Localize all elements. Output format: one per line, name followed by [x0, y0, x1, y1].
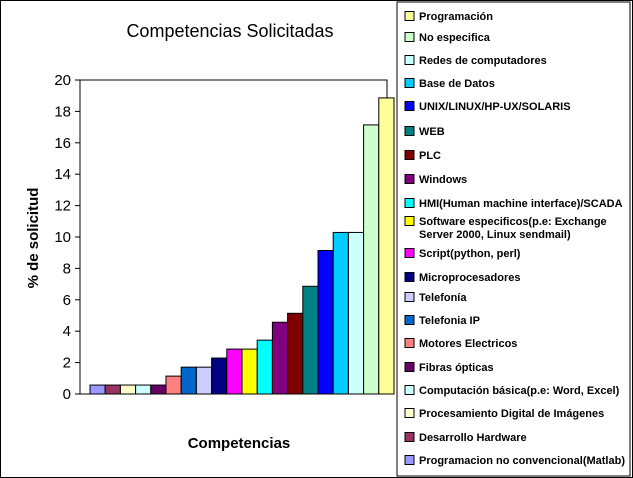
legend-box — [396, 1, 631, 477]
legend-label: Procesamiento Digital de Imágenes — [419, 408, 604, 420]
legend-label: Base de Datos — [419, 78, 495, 90]
bar — [150, 384, 167, 395]
legend-label: Programacion no convencional(Matlab) — [419, 455, 625, 467]
legend-label: Redes de computadores — [419, 55, 547, 67]
y-tick-label: 2 — [63, 355, 71, 372]
legend-swatch — [404, 126, 415, 136]
bar — [287, 312, 304, 395]
legend-label: PLC — [419, 150, 441, 162]
legend-swatch — [404, 78, 415, 88]
legend-label: Software especificos(p.e: Exchange Server… — [419, 216, 607, 241]
legend-label: No especifica — [419, 32, 491, 44]
legend-label: HMI(Human machine interface)/SCADA — [419, 198, 623, 210]
bar — [317, 250, 334, 395]
bar — [104, 384, 121, 395]
y-tick-label: 8 — [63, 260, 71, 277]
legend-label: Telefonía — [419, 292, 467, 304]
bar — [241, 348, 258, 395]
legend-swatch — [404, 338, 415, 348]
legend: Programación No especifica Redes de comput… — [396, 1, 631, 477]
plot-area: 0 2 4 6 8 10 12 14 16 18 20 — [54, 72, 395, 403]
y-tick-label: 10 — [54, 229, 71, 246]
legend-label: Script(python, perl) — [419, 248, 521, 260]
y-tick-label: 20 — [54, 72, 71, 89]
legend-swatch — [404, 216, 415, 226]
legend-swatch — [404, 292, 415, 302]
legend-swatch — [404, 174, 415, 184]
bar — [119, 384, 137, 395]
legend-label: Motores Electricos — [419, 338, 517, 350]
bar — [271, 321, 289, 395]
legend-label: Programación — [419, 11, 493, 23]
legend-swatch — [404, 55, 415, 65]
legend-swatch — [404, 432, 415, 442]
legend-swatch — [404, 248, 415, 258]
bar — [363, 124, 380, 395]
bar — [302, 285, 319, 395]
bar — [256, 339, 273, 395]
legend-swatch — [404, 272, 415, 282]
legend-swatch — [404, 408, 415, 418]
bar — [332, 231, 349, 395]
bar — [211, 357, 228, 395]
bar — [347, 231, 365, 395]
legend-label: Telefonia IP — [419, 315, 480, 327]
legend-swatch — [404, 101, 415, 111]
legend-label: Computación básica(p.e: Word, Excel) — [419, 385, 620, 397]
legend-swatch — [404, 11, 415, 21]
bar — [89, 384, 106, 395]
y-tick-label: 0 — [63, 386, 71, 403]
y-tick-label: 4 — [63, 323, 71, 340]
y-tick-label: 18 — [54, 103, 71, 120]
legend-swatch — [404, 455, 415, 465]
y-tick-label: 12 — [54, 198, 71, 215]
legend-swatch — [404, 150, 415, 160]
legend-swatch — [404, 32, 415, 42]
legend-swatch — [404, 198, 415, 208]
legend-label: Fibras ópticas — [419, 362, 494, 374]
legend-swatch — [404, 315, 415, 325]
chart-title: Competencias Solicitadas — [126, 21, 333, 41]
legend-label: Windows — [419, 174, 467, 186]
bar — [226, 348, 243, 395]
y-tick-label: 14 — [54, 166, 71, 183]
legend-swatch — [404, 385, 415, 395]
legend-label: Desarrollo Hardware — [419, 432, 527, 444]
y-tick-label: 6 — [63, 292, 71, 309]
legend-label: WEB — [419, 126, 445, 138]
bar — [180, 366, 197, 395]
bar — [135, 384, 152, 395]
bar — [165, 375, 182, 395]
legend-label: Microprocesadores — [419, 272, 520, 284]
x-axis-label: Competencias — [188, 435, 291, 452]
legend-swatch — [404, 362, 415, 372]
bar — [195, 366, 213, 395]
y-axis-label: % de solicitud — [25, 188, 42, 289]
bar — [378, 97, 395, 395]
y-tick-label: 16 — [54, 135, 71, 152]
legend-label: UNIX/LINUX/HP-UX/SOLARIS — [419, 101, 571, 113]
